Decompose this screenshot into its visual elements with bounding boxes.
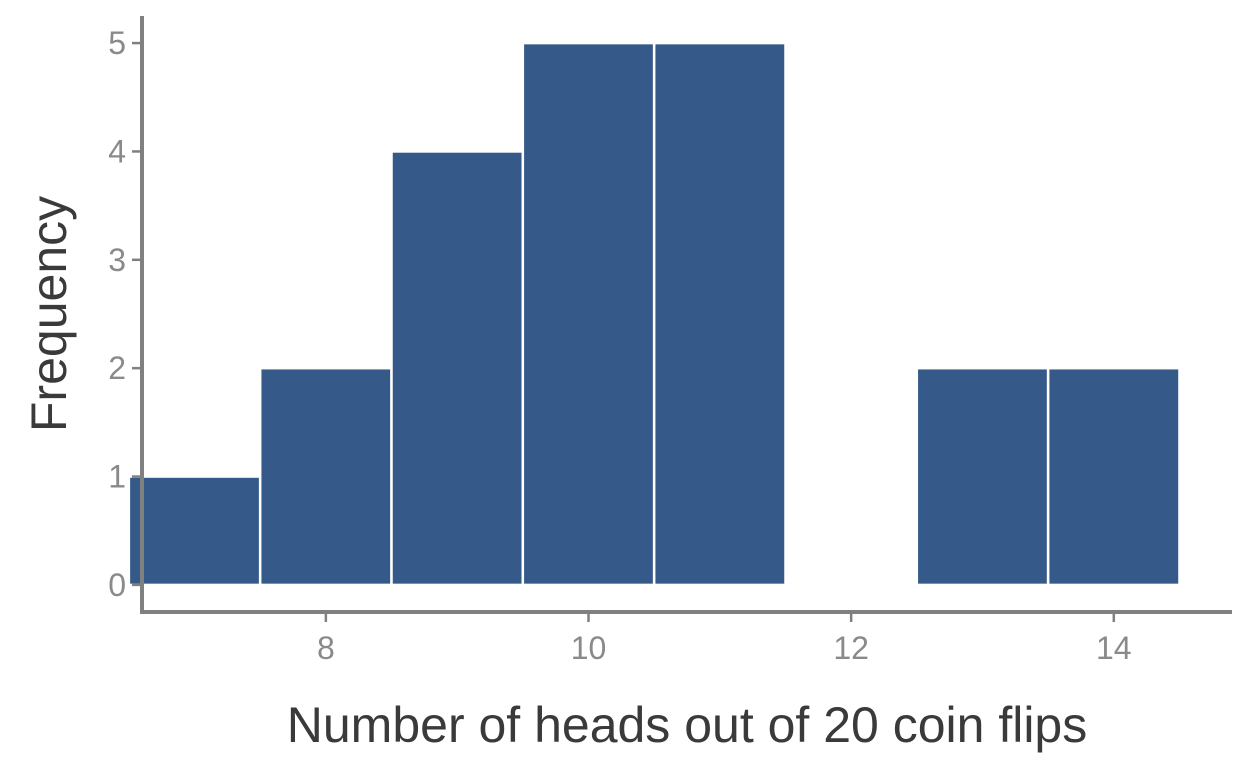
histogram-bar-9 — [390, 150, 525, 587]
axes-layer — [140, 16, 1232, 614]
bars-layer — [127, 41, 1181, 587]
y-tick-label-3: 3 — [108, 242, 126, 278]
histogram-bar-7 — [127, 475, 262, 587]
y-ticks: 0 1 2 3 4 5 — [108, 25, 142, 603]
x-ticks: 8 10 12 14 — [317, 612, 1132, 666]
histogram-bar-13 — [915, 366, 1050, 587]
y-tick-label-0: 0 — [108, 567, 126, 603]
x-tick-label-12: 12 — [833, 630, 869, 666]
histogram-bar-10 — [521, 41, 656, 587]
histogram-bar-11 — [652, 41, 787, 587]
y-tick-label-4: 4 — [108, 133, 126, 169]
histogram-bar-8 — [258, 366, 393, 587]
histogram-bar-14 — [1046, 366, 1181, 587]
x-axis-title: Number of heads out of 20 coin flips — [287, 697, 1087, 753]
y-axis-title: Frequency — [21, 196, 77, 432]
x-tick-label-10: 10 — [571, 630, 607, 666]
y-tick-label-5: 5 — [108, 25, 126, 61]
x-tick-label-8: 8 — [317, 630, 335, 666]
y-tick-label-2: 2 — [108, 350, 126, 386]
x-tick-label-14: 14 — [1096, 630, 1132, 666]
y-tick-label-1: 1 — [108, 459, 126, 495]
